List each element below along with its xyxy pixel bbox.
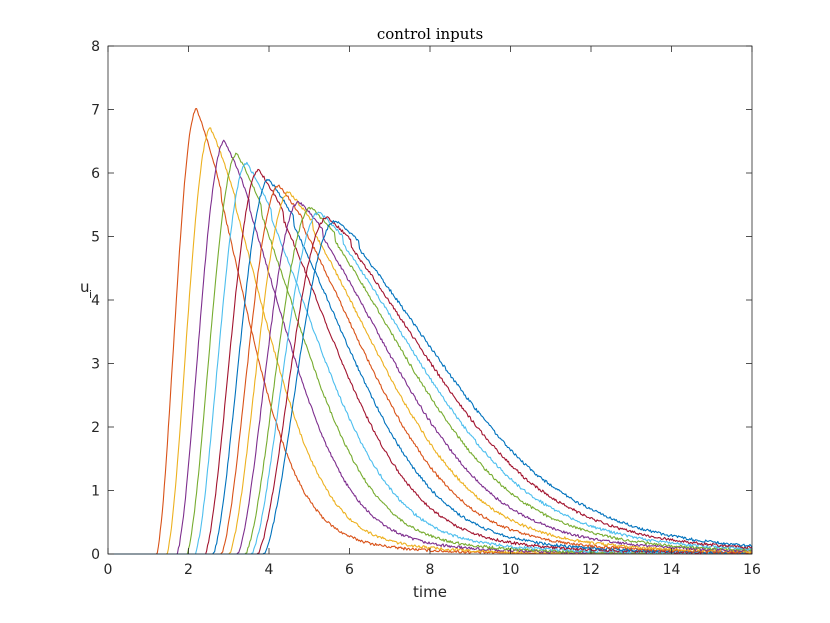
y-axis-label-subscript: i [89,288,92,301]
x-tick-label: 2 [184,562,193,578]
x-axis-label: time [413,583,447,601]
y-tick-label: 7 [91,103,100,119]
x-tick-label: 16 [743,562,761,578]
y-tick-label: 5 [91,230,100,246]
y-tick-label: 4 [91,293,100,309]
x-axis-ticks: 0 2 4 6 8 10 12 14 16 [104,46,761,578]
y-tick-label: 8 [91,39,100,55]
x-tick-label: 0 [104,562,113,578]
x-tick-label: 4 [265,562,274,578]
x-tick-label: 14 [663,562,681,578]
plot-area [108,46,752,554]
x-tick-label: 10 [502,562,520,578]
y-tick-label: 3 [91,357,100,373]
y-tick-label: 6 [91,166,100,182]
y-axis-label: u [80,278,90,296]
x-tick-label: 12 [582,562,600,578]
y-tick-label: 0 [91,547,100,563]
x-tick-label: 8 [426,562,435,578]
series-line-5 [108,161,753,555]
y-tick-label: 2 [91,420,100,436]
y-axis-ticks: 0 1 2 3 4 5 6 7 8 [91,39,752,563]
y-tick-label: 1 [91,484,100,500]
chart-title: control inputs [377,25,483,43]
series-line-4 [108,152,752,555]
x-tick-label: 6 [345,562,354,578]
